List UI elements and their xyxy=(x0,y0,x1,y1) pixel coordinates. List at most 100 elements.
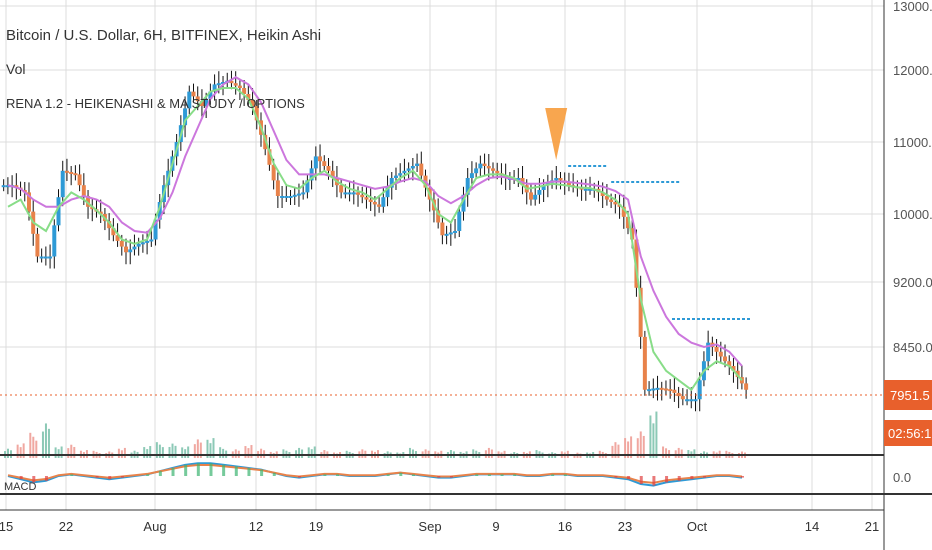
signal-dot xyxy=(588,165,592,167)
candle-body xyxy=(440,222,445,236)
ma-fast-line xyxy=(7,87,743,392)
volume-bar xyxy=(361,449,364,458)
candle-body xyxy=(706,342,711,362)
price-tag: 7951.5 02:56:12 xyxy=(884,380,932,446)
signal-dot xyxy=(692,318,695,320)
volume-bar xyxy=(168,446,171,458)
candle-body xyxy=(668,389,673,392)
macd-histogram-bar xyxy=(513,474,517,476)
y-axis-tick-label: 9200.0 xyxy=(893,275,932,290)
signal-dot xyxy=(666,181,670,183)
candle-body xyxy=(604,196,609,200)
candle-body xyxy=(305,180,310,193)
volume-bar xyxy=(158,444,161,458)
macd-histogram-bar xyxy=(665,476,669,483)
macd-histogram-bar xyxy=(70,474,74,476)
legend-volume: Vol xyxy=(6,61,25,77)
macd-histogram-bar xyxy=(209,463,213,476)
signal-dot xyxy=(717,318,720,320)
candle-body xyxy=(229,80,234,84)
candle-body xyxy=(39,256,44,259)
candle-body xyxy=(685,399,690,402)
volume-bar xyxy=(209,443,212,458)
signal-dot xyxy=(646,181,650,183)
candle-body xyxy=(191,91,196,97)
timer-box xyxy=(884,420,932,446)
legend-macd: MACD xyxy=(4,481,36,493)
volume-bar xyxy=(472,449,475,458)
candle-body xyxy=(246,94,251,100)
price-tag-value: 7951.5 xyxy=(890,388,930,403)
candle-body xyxy=(676,392,681,397)
y-axis-tick-label: 11000.0 xyxy=(893,135,932,150)
macd-histogram-bar xyxy=(108,476,112,480)
macd-histogram-bar xyxy=(298,476,302,478)
macd-histogram-bar xyxy=(196,463,200,476)
candle-body xyxy=(558,178,563,181)
x-axis-tick-label: 19 xyxy=(309,519,323,534)
candle-body xyxy=(128,249,133,253)
volume-bar xyxy=(617,444,620,458)
volume-bar xyxy=(47,428,50,458)
macd-histogram-bar xyxy=(32,476,36,483)
volume-bar xyxy=(301,449,304,458)
signal-dot xyxy=(687,318,690,320)
candle-body xyxy=(609,199,614,202)
candle-body xyxy=(621,206,626,217)
candle-body xyxy=(516,178,521,180)
volume-bar xyxy=(35,440,38,458)
macd-histogram-bar xyxy=(19,476,23,480)
macd-histogram-bar xyxy=(184,464,188,476)
candle-body xyxy=(566,182,571,186)
volume-bar xyxy=(29,432,32,458)
candle-body xyxy=(465,178,470,195)
y-axis-tick-label: 13000.0 xyxy=(893,0,932,14)
candle-body xyxy=(343,192,348,195)
signal-dot xyxy=(593,165,597,167)
candle-body xyxy=(339,185,344,193)
price-tag-box xyxy=(884,380,932,410)
candle-body xyxy=(478,163,483,169)
signal-dot xyxy=(722,318,725,320)
volume-bar xyxy=(260,448,263,458)
legend-symbol: Bitcoin / U.S. Dollar, 6H, BITFINEX, Hei… xyxy=(6,27,321,44)
x-axis-tick-label: Aug xyxy=(143,519,166,534)
candle-body xyxy=(680,396,685,400)
candle-body xyxy=(242,88,247,94)
signal-dot xyxy=(661,181,665,183)
volume-bar xyxy=(174,445,177,458)
candle-body xyxy=(735,370,740,378)
candle-body xyxy=(136,243,141,247)
macd-histogram-bar xyxy=(260,469,264,476)
candle-body xyxy=(98,211,103,214)
volume-bar xyxy=(424,449,427,458)
candle-body xyxy=(528,192,533,200)
volume-bar xyxy=(614,442,617,458)
candle-body xyxy=(723,356,728,362)
candlestick-series xyxy=(1,70,749,412)
candle-body xyxy=(73,173,78,176)
candle-body xyxy=(659,387,664,390)
signal-dot xyxy=(578,165,582,167)
signal-dot xyxy=(626,181,630,183)
volume-bars xyxy=(4,411,746,458)
volume-bar xyxy=(206,439,209,458)
candle-body xyxy=(199,101,204,106)
volume-bar xyxy=(149,446,152,458)
macd-histogram-bar xyxy=(234,466,238,476)
volume-bar xyxy=(181,447,184,458)
candle-body xyxy=(474,168,479,174)
candle-body xyxy=(195,96,200,102)
candle-body xyxy=(672,389,677,393)
candle-body xyxy=(187,91,192,109)
candle-body xyxy=(132,246,137,250)
volume-bar xyxy=(32,436,35,458)
macd-histogram-bar xyxy=(690,476,694,480)
candle-body xyxy=(491,168,496,171)
volume-bar xyxy=(649,415,652,458)
chart-grid xyxy=(0,0,884,510)
candle-body xyxy=(651,388,656,391)
volume-bar xyxy=(54,447,57,458)
macd-pane xyxy=(0,454,932,495)
